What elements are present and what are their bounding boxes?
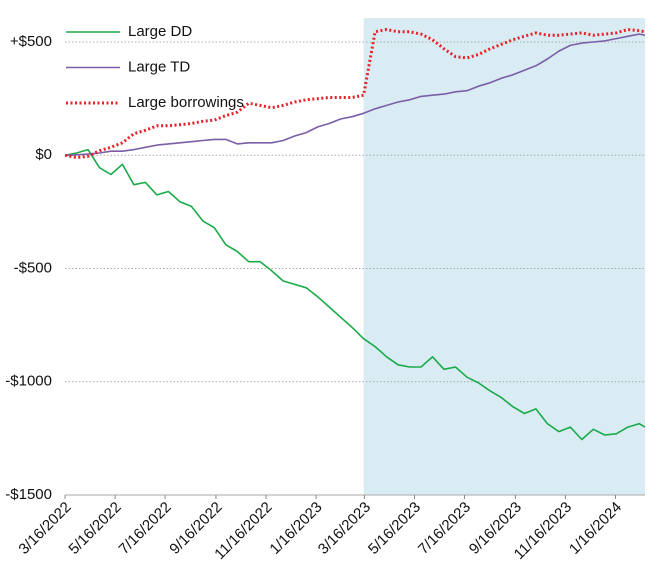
data-line [64, 33, 646, 157]
x-tick-label: 5/16/2023 [365, 499, 424, 558]
data-line [64, 28, 646, 159]
y-tick-label: $0 [35, 146, 52, 163]
legend-label: Large DD [128, 23, 192, 40]
y-tick-label: +$500 [10, 33, 52, 50]
legend-label: Large TD [128, 58, 190, 75]
legend-label: Large borrowings [128, 94, 244, 111]
data-line [64, 148, 646, 441]
x-tick-label: 5/16/2022 [65, 499, 124, 558]
x-tick-label: 1/16/2024 [566, 499, 625, 558]
x-tick-label: 3/16/2022 [15, 499, 74, 558]
x-tick-label: 7/16/2022 [116, 499, 175, 558]
x-tick-label: 3/16/2023 [315, 499, 374, 558]
y-tick-label: -$1500 [5, 486, 52, 503]
x-tick-label: 7/16/2023 [415, 499, 474, 558]
y-tick-label: -$500 [14, 259, 52, 276]
y-tick-label: -$1000 [5, 373, 52, 390]
shaded-region [363, 18, 645, 495]
